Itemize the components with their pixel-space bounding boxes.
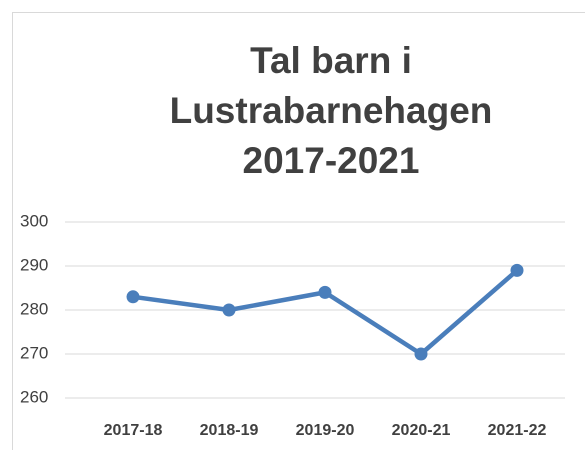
data-point — [414, 347, 428, 361]
chart-frame — [12, 12, 585, 450]
data-point — [222, 303, 236, 317]
y-tick-label: 270 — [20, 343, 48, 362]
y-tick-label: 300 — [20, 211, 48, 230]
chart-title: Tal barn i Lustrabarnehagen 2017-2021 — [169, 40, 493, 181]
x-tick-label: 2019-20 — [296, 422, 355, 439]
y-tick-label: 290 — [20, 255, 48, 274]
data-point — [126, 290, 140, 304]
data-point — [318, 285, 332, 299]
y-tick-label: 280 — [20, 299, 48, 318]
x-tick-label: 2018-19 — [200, 422, 259, 439]
x-tick-label: 2017-18 — [104, 422, 163, 439]
data-point — [510, 263, 524, 277]
x-tick-label: 2021-22 — [488, 422, 547, 439]
y-tick-label: 260 — [20, 387, 48, 406]
data-line — [132, 268, 519, 357]
x-tick-label: 2020-21 — [392, 422, 451, 439]
